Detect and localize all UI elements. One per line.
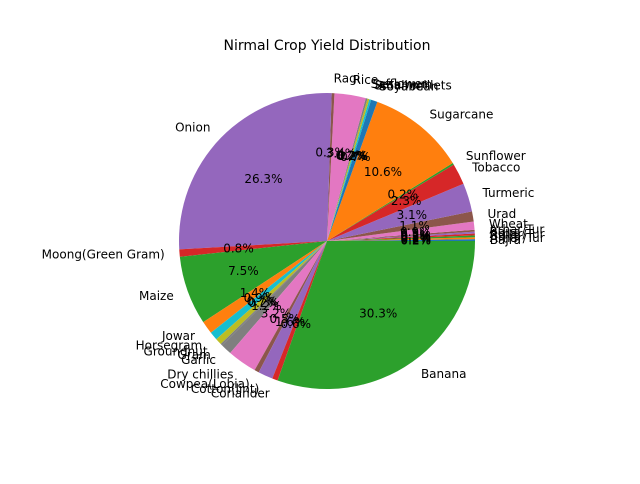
pie-slice-tobacco: [327, 164, 464, 241]
pie-slice-maize: [179, 241, 327, 323]
percent-label-cotton-lint: 1.6%: [275, 315, 306, 329]
category-label-bajra: Bajra: [490, 225, 521, 239]
pie-slice-banana: [277, 241, 475, 390]
category-label-safflower: Safflower: [371, 77, 427, 91]
pie-slices: [179, 93, 475, 390]
percent-label-garlic: 1.2%: [251, 299, 282, 313]
percent-label-sunflower: 0.2%: [388, 188, 419, 202]
category-label-sesamum: Sesamum: [373, 78, 433, 92]
percent-label-turmeric: 3.1%: [397, 208, 428, 222]
percent-label-maize: 7.5%: [228, 264, 259, 278]
pie-slice-arhar-tur: [327, 229, 475, 241]
category-label-tobacco: Tobacco: [471, 160, 520, 174]
percent-label-wheat: 0.9%: [400, 225, 431, 239]
category-label-onion: Onion: [175, 120, 210, 134]
category-label-coriander: Coriander: [211, 386, 270, 400]
percent-label-sugarcane: 10.6%: [364, 165, 402, 179]
category-label-urad: Urad: [488, 207, 517, 221]
percent-label-bajra: 0.2%: [401, 233, 432, 247]
pie-slice-horsegram: [210, 241, 327, 340]
percent-label-moong-green-gram: 0.8%: [223, 241, 254, 255]
percent-labels: 0.2%0.2%0.2%0.2%0.2%0.2%0.9%1.1%3.1%2.3%…: [223, 145, 431, 331]
category-label-maize: Maize: [139, 289, 174, 303]
pie-slice-turmeric: [327, 183, 472, 241]
pie-slice-rice: [327, 93, 366, 241]
percent-label-horsegram: 0.9%: [244, 291, 275, 305]
category-label-gram: Gram: [178, 348, 211, 362]
pie-slice-sunflower: [327, 162, 454, 241]
category-label-wheat: Wheat: [489, 217, 528, 231]
percent-label-urad: 1.1%: [399, 219, 430, 233]
category-label-garlic: Garlic: [181, 353, 216, 367]
pie-slice-sugarcane: [327, 101, 453, 241]
pie-slice-small-millets: [327, 99, 372, 241]
percent-label-soyabean: 0.7%: [340, 150, 371, 164]
pie-slice-gram: [220, 241, 327, 346]
percent-label-safflower: 0.2%: [336, 148, 367, 162]
pie-slice-moong-green-gram: [179, 241, 327, 257]
category-label-arhar-tur: Arhar/Tur: [489, 223, 544, 237]
category-label-soyabean: Soyabean: [379, 80, 438, 94]
pie-slice-groundnut: [216, 241, 327, 344]
percent-label-bajra: 0.2%: [400, 229, 431, 243]
percent-label-arhar-tur: 0.2%: [401, 232, 432, 246]
category-label-arhar-tur: Arhar/Tur: [490, 231, 545, 245]
pie-slice-bajra: [327, 239, 475, 241]
pie-slice-cowpea-lobia: [254, 241, 327, 373]
percent-label-gram: 0.2%: [248, 296, 279, 310]
percent-label-tobacco: 2.3%: [391, 194, 422, 208]
pie-slice-safflower: [327, 98, 368, 241]
category-label-turmeric: Turmeric: [482, 186, 535, 200]
percent-label-coriander: 0.6%: [281, 317, 312, 331]
pie-slice-jowar: [203, 241, 327, 333]
category-label-groundnut: Groundnut: [144, 345, 208, 359]
percent-label-bajra: 0.2%: [401, 231, 432, 245]
pie-slice-bajra: [327, 235, 475, 241]
pie-slice-bajra: [327, 231, 475, 241]
category-label-moong-green-gram: Moong(Green Gram): [42, 247, 165, 261]
percent-label-small-millets: 0.2%: [338, 149, 369, 163]
pie-slice-arhar-tur: [327, 233, 475, 241]
percent-label-arhar-tur: 0.2%: [400, 230, 431, 244]
category-label-cotton-lint: Cotton(lint): [191, 382, 259, 396]
pie-slice-soyabean: [327, 99, 378, 241]
percent-label-dry-chillies: 3.2%: [261, 307, 292, 321]
pie-slice-onion: [179, 93, 332, 250]
pie-slice-arhar-tur: [327, 237, 475, 241]
pie-slice-ragi: [327, 93, 335, 242]
category-label-bajra: Bajra: [490, 229, 521, 243]
percent-label-banana: 30.3%: [359, 307, 397, 321]
pie-slice-wheat: [327, 221, 475, 241]
category-label-horsegram: Horsegram: [136, 339, 203, 353]
percent-label-onion: 26.3%: [244, 172, 282, 186]
category-label-rice: Rice: [353, 73, 379, 87]
category-labels: BajraArhar/TurBajraArhar/TurBajraArhar/T…: [42, 71, 545, 400]
category-label-dry-chillies: Dry chillies: [167, 367, 233, 381]
pie-slice-dry-chillies: [230, 241, 327, 371]
category-label-bajra: Bajra: [490, 233, 521, 247]
percent-label-arhar-tur: 0.2%: [400, 228, 431, 242]
category-label-ragi: Ragi: [334, 71, 360, 85]
pie-slice-garlic: [222, 241, 327, 353]
pie-slice-urad: [327, 211, 474, 241]
percent-label-jowar: 1.4%: [240, 286, 271, 300]
pie-slice-sesamum: [327, 98, 370, 241]
category-label-sunflower: Sunflower: [466, 149, 526, 163]
pie-slice-cotton-lint: [258, 241, 327, 379]
category-label-banana: Banana: [421, 367, 467, 381]
percent-label-ragi: 0.3%: [315, 145, 346, 159]
category-label-arhar-tur: Arhar/Tur: [490, 227, 545, 241]
percent-label-groundnut: 0.7%: [247, 294, 278, 308]
category-label-cowpea-lobia: Cowpea(Lobia): [160, 377, 249, 391]
percent-label-rice: 3.4%: [326, 146, 357, 160]
chart-title: Nirmal Crop Yield Distribution: [223, 38, 430, 54]
percent-label-cowpea-lobia: 0.5%: [270, 312, 301, 326]
category-label-jowar: Jowar: [161, 329, 195, 343]
pie-slice-coriander: [272, 241, 327, 381]
percent-label-sesamum: 0.2%: [337, 149, 368, 163]
category-label-sugarcane: Sugarcane: [430, 108, 494, 122]
category-label-small-millets: Small millets: [375, 78, 452, 92]
